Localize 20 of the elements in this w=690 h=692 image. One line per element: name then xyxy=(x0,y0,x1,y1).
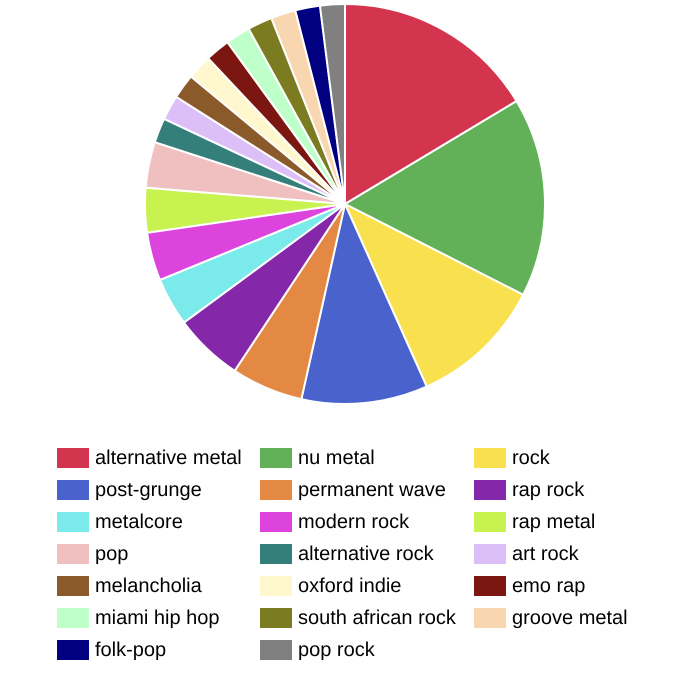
legend-label: pop xyxy=(95,543,128,565)
legend-label: permanent wave xyxy=(298,479,446,501)
legend-label: groove metal xyxy=(512,607,628,629)
legend-label: post-grunge xyxy=(95,479,202,501)
legend-label: alternative rock xyxy=(298,543,435,565)
legend-label: metalcore xyxy=(95,511,183,533)
legend-label: modern rock xyxy=(298,511,410,533)
legend-label: emo rap xyxy=(512,575,586,597)
legend-label: south african rock xyxy=(298,607,457,629)
legend-label: oxford indie xyxy=(298,575,402,597)
legend-label: rap rock xyxy=(512,479,586,501)
legend-label: art rock xyxy=(512,543,580,565)
legend-label: pop rock xyxy=(298,639,376,661)
legend-label: melancholia xyxy=(95,575,203,597)
legend-label: folk-pop xyxy=(95,639,166,661)
legend-label: miami hip hop xyxy=(95,607,220,629)
legend-label: rap metal xyxy=(512,511,596,533)
legend-label: alternative metal xyxy=(95,447,242,469)
legend-label: nu metal xyxy=(298,447,375,469)
legend-label: rock xyxy=(512,447,551,469)
